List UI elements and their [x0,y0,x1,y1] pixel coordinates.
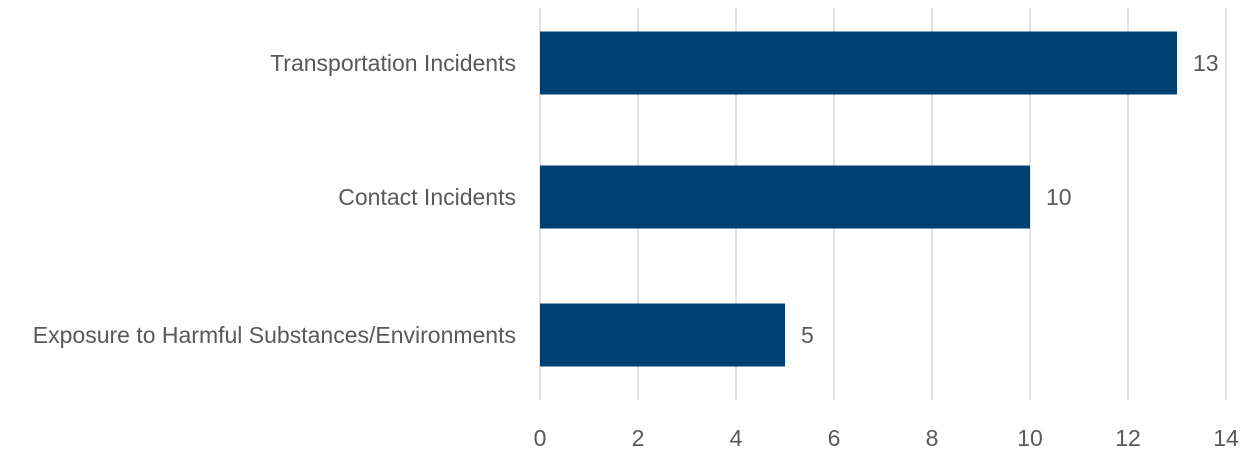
x-tick-label: 12 [1115,425,1141,450]
x-tick-label: 2 [632,425,645,450]
bar-transportation-incidents [540,31,1177,95]
data-labels: 13 10 5 [801,50,1219,348]
bar-exposure-to-harmful-substances-environments [540,303,785,367]
x-tick-label: 6 [828,425,841,450]
x-tick-label: 4 [730,425,743,450]
category-labels: Transportation Incidents Contact Incident… [33,50,516,348]
category-label: Exposure to Harmful Substances/Environme… [33,322,516,348]
x-tick-label: 14 [1213,425,1239,450]
x-tick-label: 0 [534,425,547,450]
data-label: 10 [1046,184,1072,210]
data-label: 5 [801,322,814,348]
bars [540,31,1177,367]
bar-contact-incidents [540,165,1030,229]
category-label: Transportation Incidents [270,50,516,76]
category-label: Contact Incidents [338,184,516,210]
x-tick-label: 8 [926,425,939,450]
x-axis-tick-labels: 0 2 4 6 8 10 12 14 [534,425,1239,451]
x-tick-label: 10 [1017,425,1043,450]
data-label: 13 [1193,50,1219,76]
